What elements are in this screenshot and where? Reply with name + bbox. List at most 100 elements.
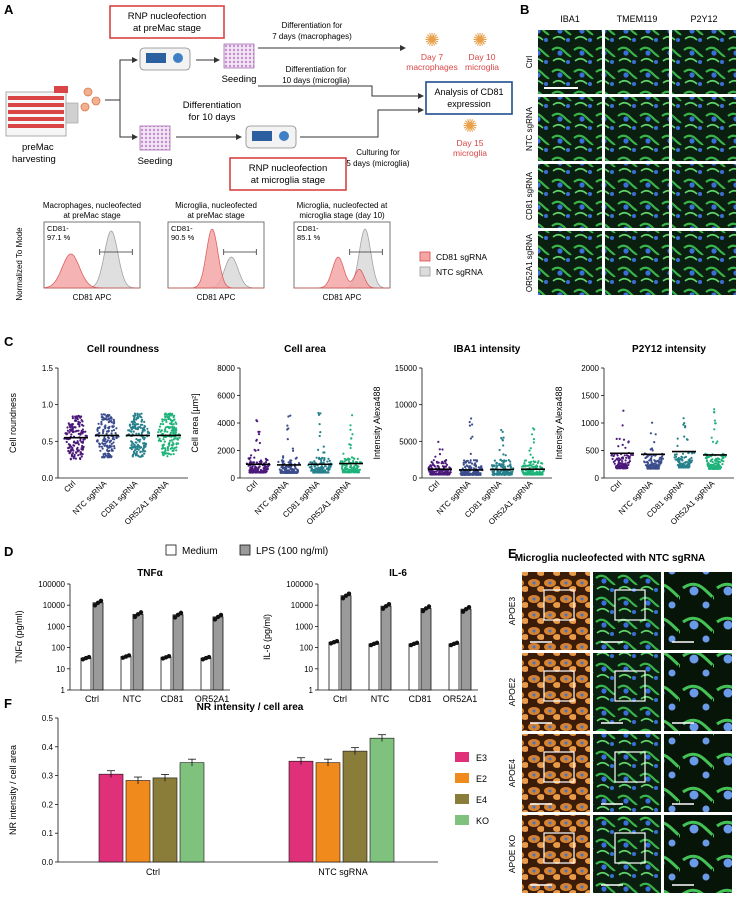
legend-swatch-cd81 bbox=[419, 251, 431, 262]
c-yticklabel-0-2: 1.0 bbox=[42, 401, 54, 410]
flow-pct-2-2: 85.1 % bbox=[297, 233, 321, 242]
c-point-3-0-146 bbox=[618, 463, 621, 467]
c-point-0-1-63 bbox=[100, 420, 103, 424]
e-zoom-box-1-1 bbox=[614, 670, 646, 702]
flow-title-1-1: Microglia, nucleofected bbox=[175, 201, 257, 210]
c-point-2-0-149 bbox=[445, 463, 449, 466]
c-ylabel-2: Intensity Alexa488 bbox=[372, 386, 382, 459]
e-image-1-0 bbox=[522, 653, 590, 731]
c-point-2-1-102 bbox=[463, 459, 466, 462]
c-point-0-2-111 bbox=[134, 424, 137, 427]
c-point-1-1-136 bbox=[291, 447, 294, 450]
c-point-3-3-100 bbox=[707, 462, 710, 465]
c-point-0-0-75 bbox=[72, 444, 75, 447]
d-yticklabel-1-5: 100000 bbox=[286, 580, 313, 589]
c-point-3-0-137 bbox=[622, 409, 625, 412]
c-point-1-2-74 bbox=[327, 457, 330, 460]
legend-swatch-lps bbox=[239, 544, 251, 556]
c-point-1-2-1 bbox=[317, 411, 320, 415]
c-point-2-1-7 bbox=[465, 464, 468, 467]
c-point-0-1-159 bbox=[104, 438, 107, 441]
c-point-2-1-139 bbox=[464, 461, 467, 464]
c-point-1-0-135 bbox=[252, 468, 255, 471]
d-bar-medium-1-0 bbox=[328, 641, 340, 691]
c-point-1-2-145 bbox=[322, 471, 325, 474]
c-point-0-1-117 bbox=[110, 445, 113, 448]
c-point-2-2-149 bbox=[501, 473, 504, 476]
c-point-1-2-84 bbox=[322, 451, 325, 454]
c-point-3-3-148 bbox=[711, 440, 715, 443]
d-bar-medium-0-2 bbox=[160, 656, 172, 691]
e-zoom-box-0-1 bbox=[614, 589, 646, 621]
c-point-3-2-156 bbox=[679, 466, 682, 469]
d-dot-medium-1-0-2 bbox=[334, 638, 340, 644]
analysis-box bbox=[425, 81, 513, 115]
c-point-2-3-147 bbox=[523, 473, 526, 476]
c-point-3-0-145 bbox=[616, 464, 619, 467]
c-point-1-1-133 bbox=[282, 455, 285, 458]
c-point-3-0-12 bbox=[615, 437, 618, 440]
c-point-0-3-142 bbox=[175, 442, 178, 445]
c-point-2-3-121 bbox=[534, 460, 537, 463]
c-point-2-1-144 bbox=[460, 473, 463, 476]
c-point-3-3-125 bbox=[705, 457, 708, 460]
c-point-0-2-37 bbox=[133, 417, 136, 421]
c-point-0-0-138 bbox=[82, 438, 85, 441]
c-point-0-1-141 bbox=[109, 439, 112, 442]
c-point-2-0-142 bbox=[432, 473, 435, 476]
seeding-1: Seeding bbox=[222, 74, 257, 85]
d-bar-lps-1-3 bbox=[460, 608, 472, 691]
b-image-2-0 bbox=[538, 164, 602, 228]
c-point-0-3-89 bbox=[171, 426, 174, 429]
c-point-0-1-125 bbox=[98, 426, 101, 429]
d-bar-medium-0-3 bbox=[200, 657, 212, 691]
c-point-1-2-106 bbox=[329, 464, 332, 467]
c-point-2-2-129 bbox=[501, 430, 504, 433]
c-point-0-1-49 bbox=[113, 445, 116, 448]
c-point-2-1-122 bbox=[474, 462, 477, 465]
c-point-0-0-92 bbox=[76, 418, 79, 421]
c-point-2-3-98 bbox=[539, 465, 542, 468]
d-yticklabel-0-5: 100000 bbox=[38, 580, 65, 589]
c-point-0-3-127 bbox=[172, 449, 175, 452]
c-point-0-2-90 bbox=[142, 426, 145, 430]
c-point-1-1-42 bbox=[282, 456, 285, 459]
c-point-0-1-151 bbox=[105, 432, 108, 435]
c-point-1-0-157 bbox=[257, 433, 261, 436]
c-yticklabel-2-2: 10000 bbox=[395, 401, 418, 410]
cell-star-icon: ✺ ✺ ✺ bbox=[424, 30, 487, 136]
c-point-3-0-92 bbox=[627, 456, 630, 459]
analysis-2: expression bbox=[447, 99, 491, 109]
d-bar-medium-1-3 bbox=[448, 643, 460, 691]
flow-cd81-2 bbox=[294, 256, 390, 289]
c-point-0-3-154 bbox=[162, 443, 165, 447]
c-point-0-0-140 bbox=[72, 449, 75, 452]
c-point-2-1-41 bbox=[468, 424, 471, 427]
c-point-1-2-151 bbox=[321, 456, 324, 459]
c-point-0-0-47 bbox=[77, 454, 80, 457]
c-point-0-0-153 bbox=[71, 431, 75, 434]
c-point-0-3-78 bbox=[161, 418, 164, 421]
c-point-2-0-32 bbox=[437, 440, 440, 443]
b-col-0: IBA1 bbox=[560, 14, 580, 24]
c-point-3-0-148 bbox=[618, 437, 621, 440]
d-yticklabel-1-0: 1 bbox=[309, 686, 314, 695]
c-point-3-2-116 bbox=[683, 456, 686, 459]
d-bar-lps-0-2 bbox=[172, 614, 184, 691]
d-xlabel-0-1: NTC bbox=[123, 694, 142, 704]
c-point-0-2-11 bbox=[140, 412, 143, 415]
d-bar-lps-0-0 bbox=[92, 602, 104, 691]
c-point-1-0-149 bbox=[261, 470, 264, 473]
c-point-0-1-103 bbox=[108, 449, 111, 452]
c-ylabel-0: Cell roundness bbox=[8, 392, 18, 453]
c-point-1-2-91 bbox=[325, 467, 329, 470]
c-point-1-0-90 bbox=[258, 441, 261, 445]
c-point-2-1-159 bbox=[480, 466, 483, 469]
c-point-0-0-108 bbox=[73, 440, 76, 443]
box1-line2: at preMac stage bbox=[133, 23, 201, 34]
c-point-1-0-155 bbox=[262, 467, 265, 470]
d-dot-lps-0-0-2 bbox=[98, 598, 104, 604]
c-point-1-1-82 bbox=[289, 414, 292, 417]
flow-title-0-1: Macrophages, nucleofected bbox=[43, 201, 141, 210]
d-yticklabel-0-1: 10 bbox=[56, 665, 65, 674]
